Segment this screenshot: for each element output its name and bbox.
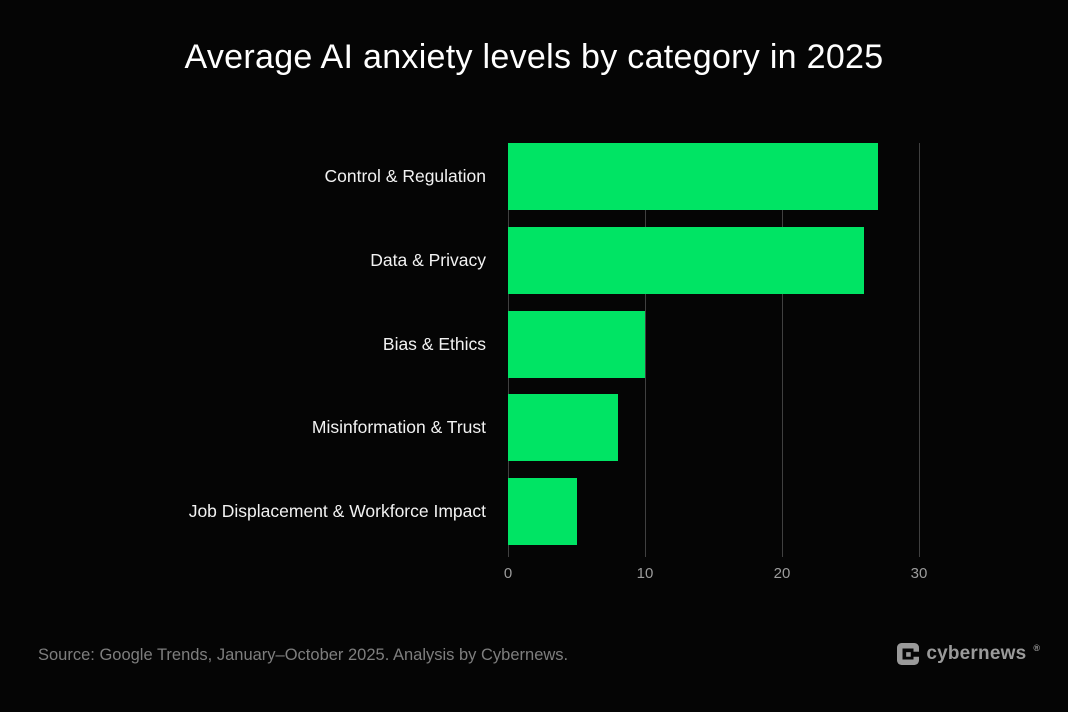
gridline-30 (919, 143, 920, 557)
cybernews-logo-icon (897, 643, 920, 665)
bar-0 (508, 143, 878, 210)
category-label-0: Control & Regulation (324, 166, 486, 186)
category-label-1: Data & Privacy (370, 249, 486, 270)
x-tick-label-20: 20 (773, 565, 791, 582)
registered-mark-icon: ® (1033, 643, 1040, 653)
category-label-4: Job Displacement & Workforce Impact (188, 501, 486, 521)
cybernews-logo-text: cybernews (926, 643, 1027, 664)
bar-4 (508, 478, 577, 545)
category-label-2: Bias & Ethics (382, 333, 486, 354)
bar-3 (508, 394, 618, 462)
x-tick-label-30: 30 (910, 565, 928, 582)
category-label-3: Misinformation & Trust (311, 417, 486, 438)
x-tick-label-0: 0 (503, 565, 513, 582)
cybernews-logo: cybernews ® (897, 643, 1040, 665)
gridline-20 (782, 143, 783, 557)
x-tick-label-10: 10 (636, 565, 654, 582)
chart-title: Average AI anxiety levels by category in… (184, 38, 884, 76)
gridline-10 (645, 143, 646, 557)
bar-1 (508, 226, 865, 294)
source-note: Source: Google Trends, January–October 2… (38, 646, 569, 664)
bar-2 (508, 310, 645, 378)
